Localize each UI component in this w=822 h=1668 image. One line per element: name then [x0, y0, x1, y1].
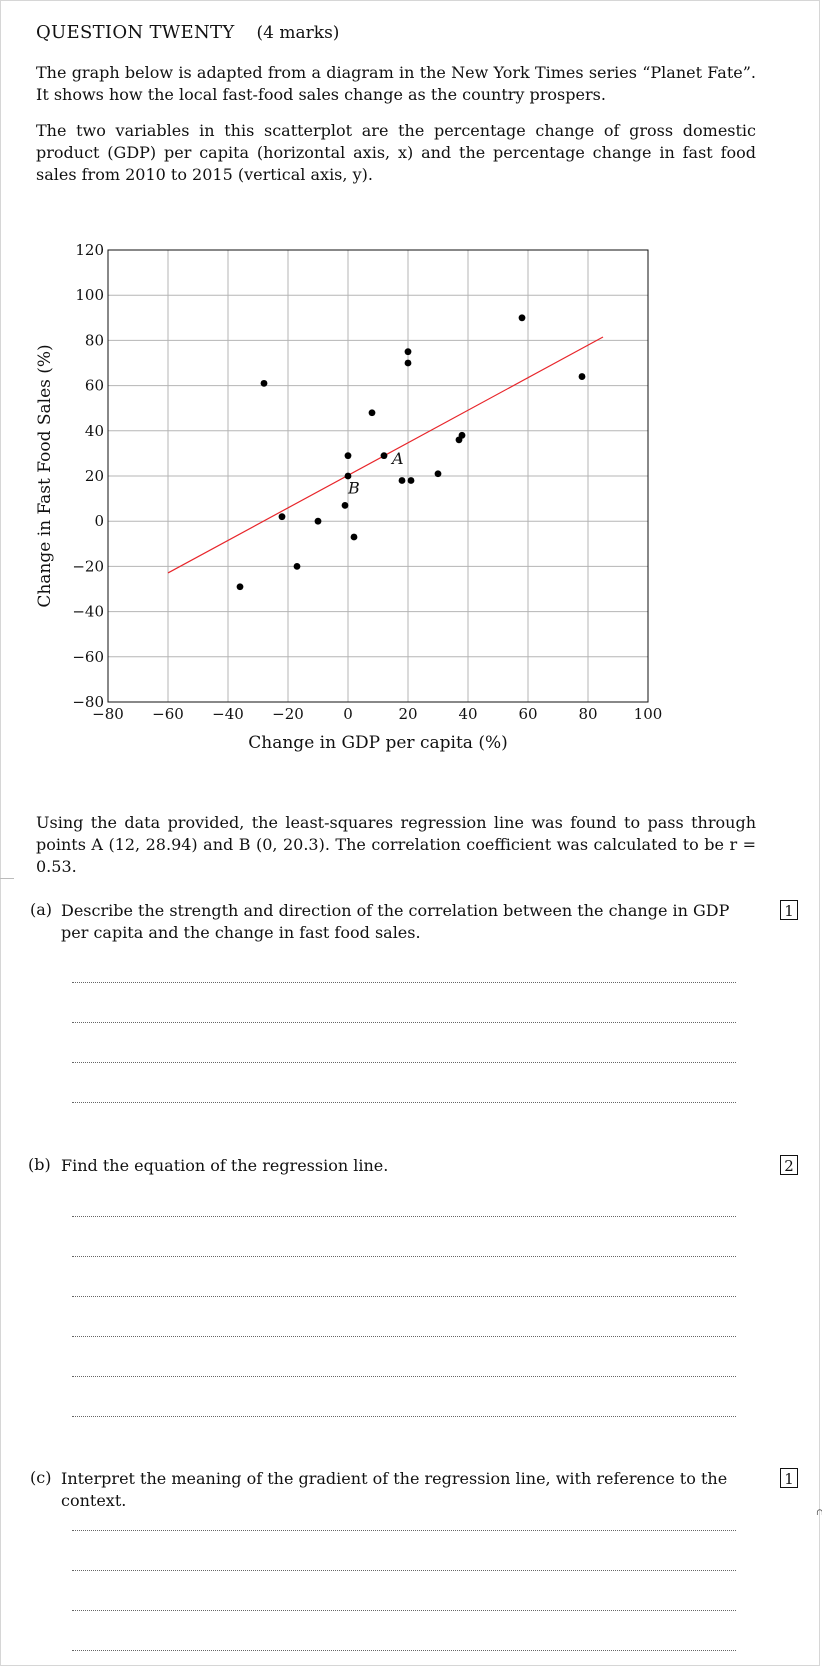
- data-point: [578, 373, 586, 380]
- part-a-answer-line-3[interactable]: [72, 1062, 736, 1063]
- x-tick-label: 40: [458, 705, 477, 723]
- data-point: [404, 359, 412, 367]
- part-c-marks: 1: [780, 1468, 798, 1488]
- part-b-label: (b): [28, 1155, 51, 1174]
- data-point: [236, 583, 244, 591]
- intro-paragraph-2: The two variables in this scatterplot ar…: [36, 121, 756, 184]
- data-point: [458, 431, 466, 439]
- part-b-answer-line-4[interactable]: [72, 1336, 736, 1337]
- data-point: [344, 452, 352, 460]
- part-b-answer-line-3[interactable]: [72, 1296, 736, 1297]
- question-marks: (4 marks): [256, 23, 340, 43]
- part-c-text: Interpret the meaning of the gradient of…: [61, 1469, 728, 1510]
- y-tick-label: −40: [72, 603, 104, 621]
- data-point: [398, 477, 406, 484]
- y-tick-label: 40: [85, 422, 104, 440]
- x-tick-label: 60: [518, 705, 537, 723]
- question-heading: QUESTION TWENTY (4 marks): [36, 22, 339, 43]
- part-c-answer-line-3[interactable]: [72, 1610, 736, 1611]
- x-tick-label: −60: [152, 705, 184, 723]
- point-annotation-a: A: [390, 449, 404, 468]
- intro-paragraph-1: The graph below is adapted from a diagra…: [36, 63, 756, 104]
- y-tick-label: −80: [72, 693, 104, 711]
- part-a-answer-line-1[interactable]: [72, 982, 736, 983]
- data-point: [260, 379, 268, 387]
- data-point: [380, 452, 388, 460]
- part-b-marks: 2: [780, 1155, 798, 1175]
- y-tick-label: 120: [75, 241, 104, 259]
- y-tick-label: 0: [94, 512, 104, 530]
- part-c-label: (c): [30, 1468, 52, 1487]
- plot-frame: [107, 249, 649, 703]
- x-tick-label: 0: [343, 705, 353, 723]
- y-tick-label: 60: [85, 377, 104, 395]
- part-a-answer-line-4[interactable]: [72, 1102, 736, 1103]
- part-b-answer-line-6[interactable]: [72, 1416, 736, 1417]
- data-point: [314, 517, 322, 525]
- scatter-chart: −80 −60 −40 −20 0 20 40 60 80 100 −80 −60 −40 −20 0 20 4…: [35, 241, 663, 753]
- x-axis-label: Change in GDP per capita (%): [248, 733, 507, 753]
- data-point: [350, 533, 358, 541]
- section-divider: [0, 878, 14, 879]
- data-point: [293, 563, 301, 570]
- y-tick-label: 80: [85, 331, 104, 349]
- data-point: [518, 314, 526, 322]
- part-b-answer-line-1[interactable]: [72, 1216, 736, 1217]
- part-c-answer-line-1[interactable]: [72, 1530, 736, 1531]
- data-point: [404, 348, 412, 356]
- x-tick-label: −80: [92, 705, 124, 723]
- part-a-text: Describe the strength and direction of t…: [61, 901, 730, 942]
- part-a-label: (a): [30, 900, 53, 919]
- part-c-answer-line-4[interactable]: [72, 1650, 736, 1651]
- stray-mark: ∩: [816, 1508, 822, 1518]
- x-tick-label: −20: [272, 705, 304, 723]
- data-point: [278, 513, 286, 521]
- data-point: [368, 409, 376, 417]
- part-c-answer-line-2[interactable]: [72, 1570, 736, 1571]
- data-point: [344, 472, 352, 480]
- y-axis-label: Change in Fast Food Sales (%): [35, 344, 55, 607]
- part-b-answer-line-2[interactable]: [72, 1256, 736, 1257]
- y-tick-label: −20: [72, 557, 104, 575]
- data-point: [341, 501, 349, 509]
- part-a-answer-line-2[interactable]: [72, 1022, 736, 1023]
- part-b-answer-line-5[interactable]: [72, 1376, 736, 1377]
- x-tick-label: 20: [398, 705, 417, 723]
- y-tick-label: 20: [85, 467, 104, 485]
- part-a-marks: 1: [780, 900, 798, 920]
- question-title: QUESTION TWENTY: [36, 22, 235, 43]
- data-point: [407, 477, 415, 484]
- x-tick-label: 100: [634, 705, 663, 723]
- x-tick-label: −40: [212, 705, 244, 723]
- regression-info-paragraph: Using the data provided, the least-squar…: [36, 813, 756, 876]
- y-tick-label: −60: [72, 648, 104, 666]
- data-point: [434, 470, 442, 478]
- x-tick-label: 80: [578, 705, 597, 723]
- part-b-text: Find the equation of the regression line…: [61, 1156, 389, 1175]
- point-annotation-b: B: [347, 478, 360, 497]
- y-tick-label: 100: [75, 286, 104, 304]
